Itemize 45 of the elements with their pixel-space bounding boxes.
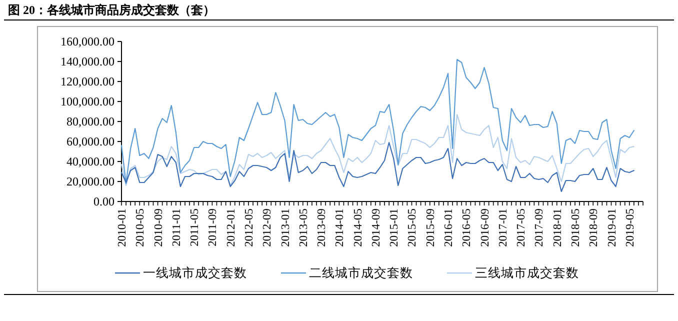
x-tick-label: 2010-01 xyxy=(116,208,128,247)
y-tick-label: 0.00 xyxy=(94,194,114,208)
x-tick-label: 2015-09 xyxy=(424,208,437,247)
x-tick-label: 2019-01 xyxy=(606,208,618,247)
y-tick-label: 80,000.00 xyxy=(66,114,114,128)
x-tick-label: 2016-05 xyxy=(461,208,474,247)
x-tick-label: 2014-09 xyxy=(370,208,382,247)
x-tick-label: 2011-05 xyxy=(189,208,202,246)
x-tick-label: 2010-05 xyxy=(134,208,147,247)
chart-title: 图 20：各线城市商品房成交套数（套） xyxy=(8,3,215,17)
y-tick-label: 120,000.00 xyxy=(60,74,114,88)
x-tick-label: 2017-09 xyxy=(534,208,546,247)
x-tick-label: 2019-05 xyxy=(624,208,636,247)
y-tick-label: 40,000.00 xyxy=(66,154,114,168)
x-tick-label: 2016-09 xyxy=(479,208,492,247)
x-tick-label: 2011-01 xyxy=(170,208,183,246)
x-tick-label: 2013-05 xyxy=(298,208,310,247)
y-tick-label: 20,000.00 xyxy=(66,174,114,188)
x-tick-label: 2018-01 xyxy=(552,208,564,247)
y-tick-label: 140,000.00 xyxy=(60,54,114,68)
x-tick-label: 2012-01 xyxy=(225,208,238,247)
y-tick-label: 60,000.00 xyxy=(66,134,114,148)
line-series xyxy=(120,58,634,184)
x-tick-label: 2011-09 xyxy=(207,208,220,246)
y-tick-label: 100,000.00 xyxy=(60,94,114,108)
x-tick-label: 2018-05 xyxy=(570,208,582,247)
x-tick-label: 2013-01 xyxy=(280,208,292,247)
x-tick-label: 2017-01 xyxy=(497,208,510,247)
x-tick-label: 2016-01 xyxy=(443,208,456,247)
x-tick-label: 2015-01 xyxy=(388,208,401,247)
legend-label: 三线城市成交套数 xyxy=(475,265,579,280)
x-tick-label: 2018-09 xyxy=(588,208,600,247)
line-series xyxy=(120,142,634,192)
x-tick-label: 2014-05 xyxy=(352,208,364,247)
x-tick-label: 2014-01 xyxy=(334,208,346,247)
x-tick-label: 2013-09 xyxy=(316,208,328,247)
x-tick-label: 2010-09 xyxy=(152,208,165,247)
x-tick-label: 2017-05 xyxy=(516,208,528,247)
x-tick-label: 2012-09 xyxy=(262,208,274,247)
legend-label: 一线城市成交套数 xyxy=(143,265,247,280)
x-tick-label: 2012-05 xyxy=(243,208,256,247)
line-series xyxy=(120,114,634,186)
x-tick-label: 2015-05 xyxy=(406,208,419,247)
legend-label: 二线城市成交套数 xyxy=(309,265,413,280)
y-tick-label: 160,000.00 xyxy=(60,34,114,48)
